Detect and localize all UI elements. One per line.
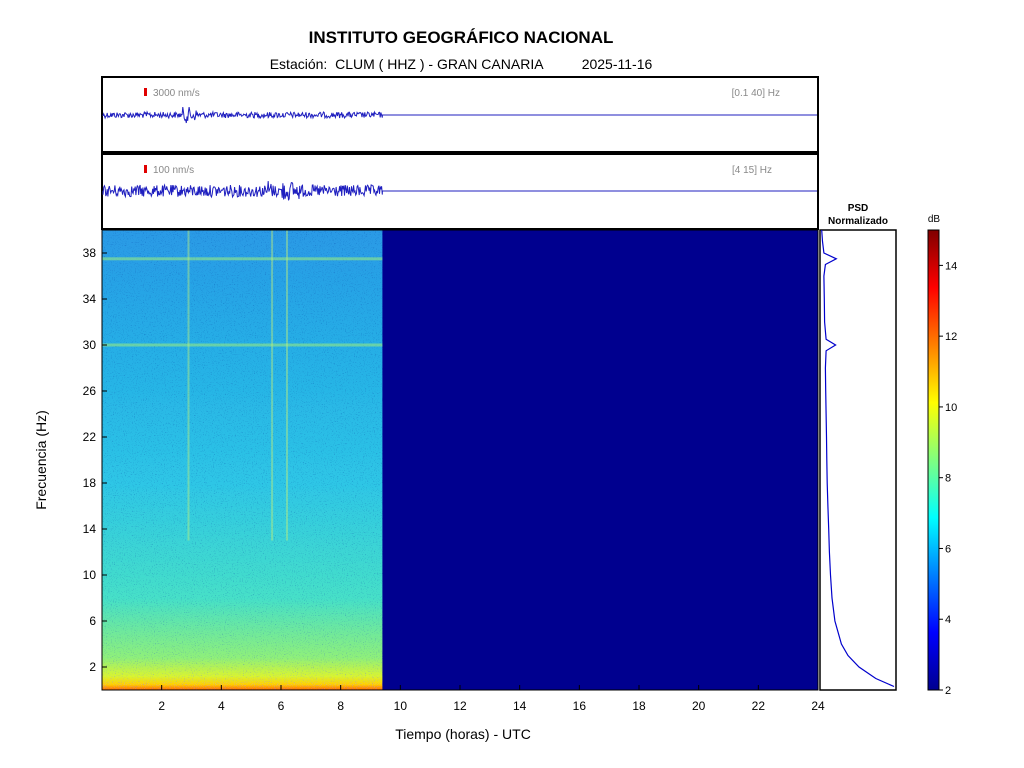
psd-title-line2: Normalizado [828, 216, 888, 227]
scale-label-broadband: 3000 nm/s [153, 88, 200, 99]
band-label-broadband: [0.1 40] Hz [732, 88, 780, 99]
colorbar-tick-label: 8 [945, 473, 951, 485]
colorbar-tick-label: 2 [945, 685, 951, 697]
y-tick-label: 38 [83, 246, 97, 260]
psd-curve [821, 229, 895, 688]
scale-marker-filtered [144, 165, 147, 173]
y-tick-label: 22 [83, 430, 97, 444]
x-tick-label: 24 [811, 699, 825, 713]
y-axis-label: Frecuencia (Hz) [33, 410, 49, 510]
colorbar-gradient [927, 229, 940, 691]
station-subtitle: Estación: CLUM ( HHZ ) - GRAN CANARIA 20… [0, 56, 922, 72]
y-tick-label: 14 [83, 522, 97, 536]
psd-panel: PSD Normalizado [819, 203, 897, 691]
page-title: INSTITUTO GEOGRÁFICO NACIONAL [308, 28, 614, 47]
colorbar-tick-label: 12 [945, 331, 957, 343]
band-label-filtered: [4 15] Hz [732, 165, 772, 176]
x-axis-ticks: 2 4 6 8 10 12 14 16 18 20 22 24 [158, 685, 825, 713]
colorbar-tick-label: 14 [945, 260, 957, 272]
station-name: CLUM ( HHZ ) - GRAN CANARIA [335, 56, 543, 72]
x-tick-label: 4 [218, 699, 225, 713]
scale-label-filtered: 100 nm/s [153, 165, 194, 176]
spectral-band-line [102, 343, 383, 347]
x-axis-label: Tiempo (horas) - UTC [395, 726, 531, 742]
spectrogram-features [102, 230, 383, 541]
y-tick-label: 6 [89, 614, 96, 628]
x-tick-label: 8 [337, 699, 344, 713]
y-tick-label: 10 [83, 568, 97, 582]
x-tick-label: 2 [158, 699, 165, 713]
colorbar-unit: dB [928, 214, 941, 225]
psd-title-line1: PSD [848, 203, 869, 214]
spectrogram-panel: 2 4 6 8 10 12 14 16 18 20 22 24 261014182226303438 … [33, 229, 825, 742]
colorbar-ticks: 2 4 6 8 10 12 14 [939, 260, 957, 697]
trace-filtered [102, 181, 817, 201]
colorbar-tick-label: 6 [945, 543, 951, 555]
x-tick-label: 10 [394, 699, 408, 713]
x-tick-label: 12 [453, 699, 467, 713]
y-tick-label: 26 [83, 384, 97, 398]
spectral-event-line [271, 230, 274, 541]
x-tick-label: 6 [278, 699, 285, 713]
spectral-event-line [286, 230, 288, 541]
x-tick-label: 18 [632, 699, 646, 713]
seismogram-broadband-panel: 3000 nm/s [0.1 40] Hz [101, 76, 819, 153]
spectrogram-data-region [102, 230, 383, 690]
psd-frame [819, 229, 897, 691]
trace-broadband [102, 107, 817, 124]
y-tick-label: 34 [83, 292, 97, 306]
x-tick-label: 22 [752, 699, 766, 713]
seismogram-filtered-panel: 100 nm/s [4 15] Hz [101, 153, 819, 230]
colorbar-tick-label: 4 [945, 614, 951, 626]
x-tick-label: 20 [692, 699, 706, 713]
record-date: 2025-11-16 [581, 56, 653, 72]
colorbar: dB 2 4 6 8 10 12 14 [927, 214, 957, 697]
x-tick-label: 16 [573, 699, 587, 713]
y-tick-label: 18 [83, 476, 97, 490]
y-tick-label: 30 [83, 338, 97, 352]
spectral-band-line [102, 257, 383, 261]
x-tick-label: 14 [513, 699, 527, 713]
station-label: Estación: [269, 56, 328, 72]
scale-marker-broadband [144, 88, 147, 96]
spectral-event-line [187, 230, 190, 541]
colorbar-tick-label: 10 [945, 402, 957, 414]
y-tick-label: 2 [89, 660, 96, 674]
